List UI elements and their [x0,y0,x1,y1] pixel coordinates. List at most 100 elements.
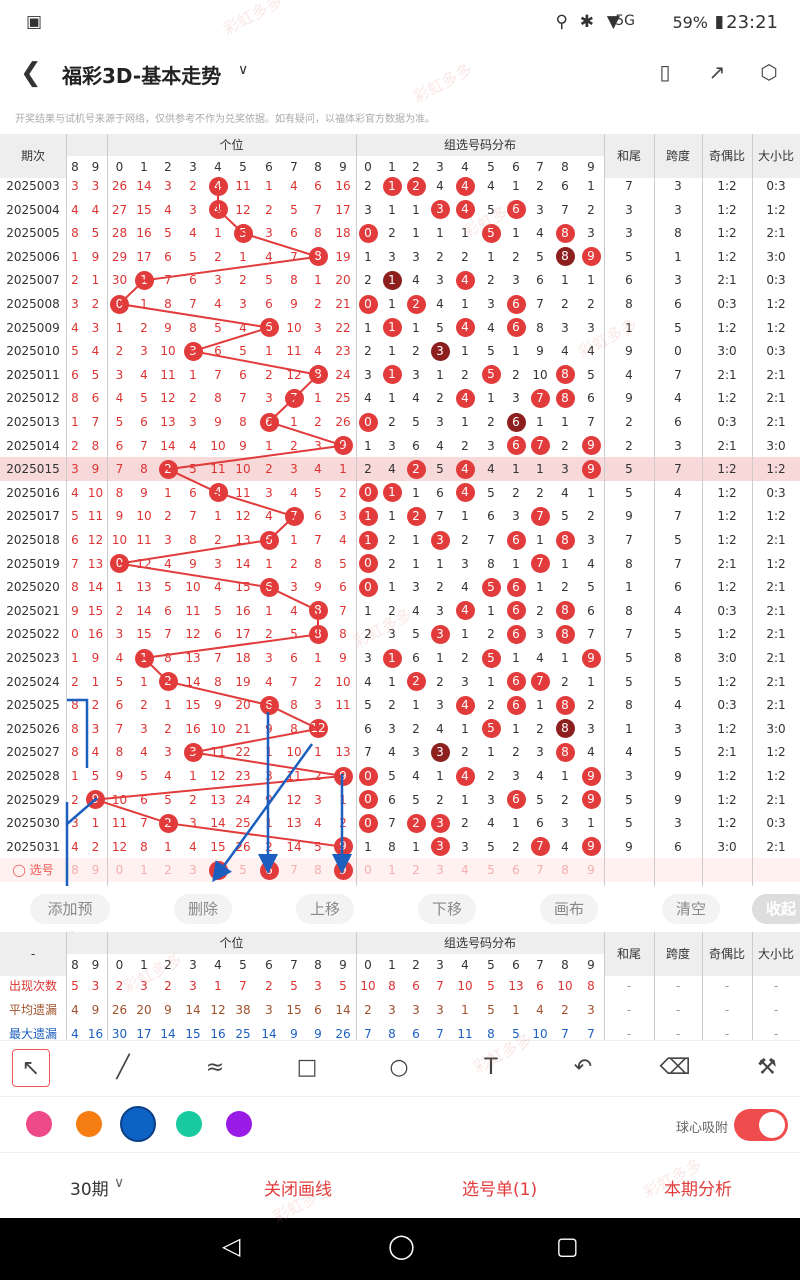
close-lines-button[interactable]: 关闭画线 [264,1180,332,1200]
dist-ball[interactable]: 7 [530,506,550,526]
dist-ball[interactable]: 6 [506,672,526,692]
recents-nav-icon[interactable]: ▢ [556,1232,579,1260]
select-dist-cell[interactable]: 4 [461,863,469,878]
dist-ball[interactable]: 4 [455,766,475,786]
dist-ball[interactable]: 6 [506,200,526,220]
dist-ball[interactable]: 4 [455,695,475,715]
snap-toggle[interactable] [734,1109,788,1141]
brush-clear-icon[interactable]: ⚒ [757,1055,777,1080]
clear-button[interactable]: 清空 [662,894,720,924]
eraser-icon[interactable]: ⌫ [659,1055,691,1080]
dist-ball[interactable]: 1 [358,506,378,526]
dist-ball[interactable]: 1 [382,648,402,668]
selection-list-button[interactable]: 选号单(1) [462,1180,538,1200]
dist-ball[interactable]: 8 [555,365,575,385]
select-cell[interactable]: 0 [115,863,124,878]
dist-ball[interactable]: 9 [581,436,601,456]
dist-ball[interactable]: 1 [358,530,378,550]
select-dist-cell[interactable]: 5 [487,863,495,878]
dist-ball[interactable]: 2 [406,672,426,692]
dist-ball[interactable]: 0 [358,483,378,503]
line-icon[interactable]: ╱ [116,1055,130,1080]
dist-ball[interactable]: 2 [406,294,426,314]
select-dist-cell[interactable]: 3 [436,863,444,878]
move-down-button[interactable]: 下移 [418,894,476,924]
dist-ball[interactable]: 7 [530,388,550,408]
dist-ball[interactable]: 6 [506,577,526,597]
dist-ball[interactable]: 7 [530,837,550,857]
dist-ball[interactable]: 8 [555,601,575,621]
dist-ball[interactable]: 5 [481,648,501,668]
select-cell[interactable]: 8 [314,863,322,878]
dist-ball[interactable]: 3 [430,200,450,220]
home-nav-icon[interactable]: ◯ [388,1232,415,1260]
share-icon[interactable]: ↗ [708,60,726,84]
dist-ball[interactable]: 9 [581,648,601,668]
dist-ball[interactable]: 3 [430,341,450,361]
dist-ball[interactable]: 6 [506,412,526,432]
dist-ball[interactable]: 1 [382,365,402,385]
color-swatch[interactable] [76,1111,102,1137]
select-dist-cell[interactable]: 2 [412,863,420,878]
dist-ball[interactable]: 5 [481,365,501,385]
dist-ball[interactable]: 6 [506,790,526,810]
curve-icon[interactable]: ≈ [205,1055,225,1080]
select-cell[interactable]: 8 [71,863,79,878]
dist-ball[interactable]: 3 [430,530,450,550]
dist-ball[interactable]: 1 [382,176,402,196]
chevron-down-icon[interactable]: ∨ [114,1175,125,1191]
add-preselect-button[interactable]: 添加预选 [30,894,110,948]
dist-ball[interactable]: 6 [506,624,526,644]
move-up-button[interactable]: 上移 [296,894,354,924]
color-swatch[interactable] [26,1111,52,1137]
select-label[interactable]: ◯ 选号 [12,863,54,878]
drawing-overlay[interactable] [0,134,800,886]
dist-ball[interactable]: 4 [455,388,475,408]
dist-ball[interactable]: 9 [581,837,601,857]
dist-ball[interactable]: 4 [455,176,475,196]
analysis-button[interactable]: 本期分析 [664,1180,732,1200]
dist-ball[interactable]: 4 [455,270,475,290]
select-cell[interactable]: 2 [164,863,172,878]
dist-ball[interactable]: 0 [358,412,378,432]
dist-ball[interactable]: 9 [581,459,601,479]
settings-icon[interactable]: ⬡ [760,60,778,84]
text-icon[interactable]: T [484,1055,498,1080]
dist-ball[interactable]: 1 [382,270,402,290]
page-title[interactable]: 福彩3D-基本走势 [62,64,222,88]
delete-button[interactable]: 删除 [174,894,232,924]
select-cell[interactable]: 5 [239,863,247,878]
dist-ball[interactable]: 9 [581,247,601,267]
dist-ball[interactable]: 0 [358,813,378,833]
dist-ball[interactable]: 0 [358,577,378,597]
dist-ball[interactable]: 0 [358,554,378,574]
dist-ball[interactable]: 8 [555,247,575,267]
dist-ball[interactable]: 5 [481,223,501,243]
dist-ball[interactable]: 2 [406,176,426,196]
back-icon[interactable]: ❮ [20,58,42,88]
dist-ball[interactable]: 0 [358,766,378,786]
dist-ball[interactable]: 9 [581,790,601,810]
select-cell[interactable]: 9 [91,863,100,878]
select-dist-cell[interactable]: 8 [561,863,569,878]
canvas-button[interactable]: 画布+ [540,894,598,948]
dist-ball[interactable]: 8 [555,742,575,762]
dist-ball[interactable]: 7 [530,554,550,574]
dist-ball[interactable]: 2 [406,813,426,833]
color-swatch[interactable] [176,1111,202,1137]
chevron-down-icon[interactable]: ∨ [238,62,249,78]
dist-ball[interactable]: 6 [506,530,526,550]
select-cell[interactable]: 3 [189,863,197,878]
dist-ball[interactable]: 5 [481,577,501,597]
dist-ball[interactable]: 4 [455,459,475,479]
dist-ball[interactable]: 1 [382,318,402,338]
dist-ball[interactable]: 0 [358,790,378,810]
dist-ball[interactable]: 2 [406,459,426,479]
dist-ball[interactable]: 8 [555,388,575,408]
dist-ball[interactable]: 9 [581,766,601,786]
rectangle-icon[interactable]: □ [296,1055,318,1080]
dist-ball[interactable]: 8 [555,719,575,739]
dist-ball[interactable]: 6 [506,601,526,621]
select-cell[interactable]: 7 [290,863,298,878]
select-dist-cell[interactable]: 9 [587,863,595,878]
